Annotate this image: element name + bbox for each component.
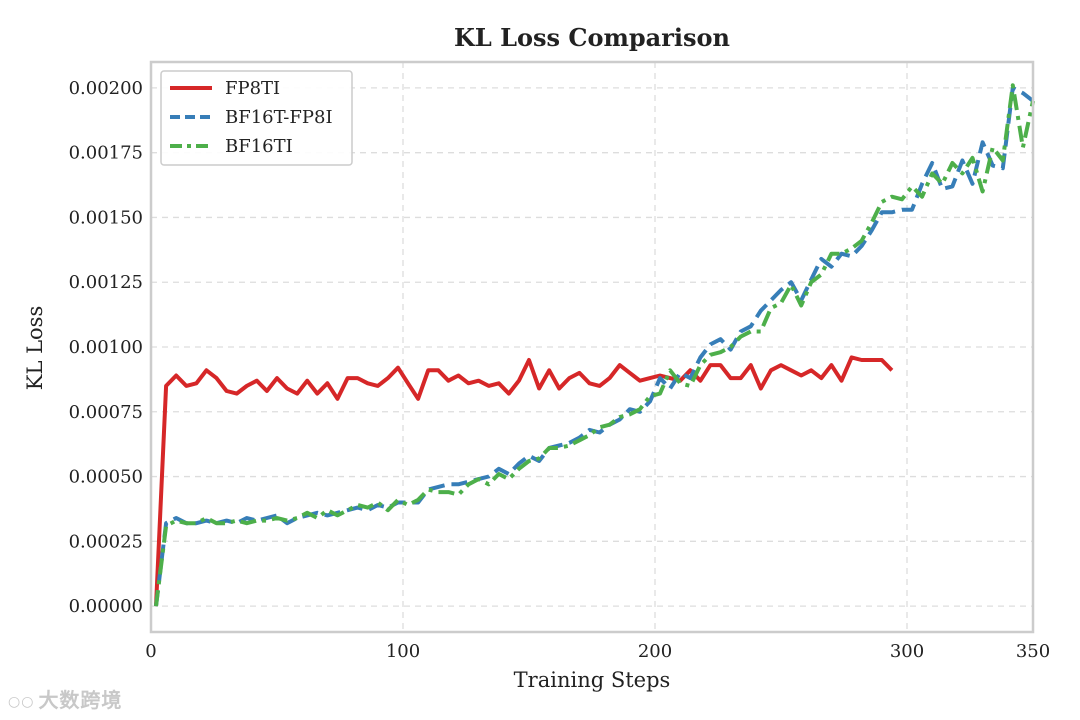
y-tick-label: 0.00000 — [69, 596, 143, 617]
chart-title: KL Loss Comparison — [454, 23, 730, 52]
x-tick-label: 100 — [386, 641, 420, 662]
y-axis-title: KL Loss — [23, 306, 47, 390]
y-tick-label: 0.00100 — [69, 337, 143, 358]
y-tick-label: 0.00175 — [69, 143, 143, 164]
legend-label-bf16t-fp8i: BF16T-FP8I — [225, 107, 333, 128]
wechat-logo-icon: ○○ — [8, 693, 35, 710]
legend-label-bf16ti: BF16TI — [225, 136, 293, 157]
y-tick-label: 0.00075 — [69, 402, 143, 423]
x-axis-title: Training Steps — [514, 668, 671, 692]
legend-label-fp8ti: FP8TI — [225, 78, 280, 99]
x-tick-labels: 0 100 200 300 350 — [145, 641, 1050, 662]
x-tick-label: 0 — [145, 641, 156, 662]
y-tick-label: 0.00200 — [69, 78, 143, 99]
y-tick-label: 0.00025 — [69, 531, 143, 552]
y-tick-labels: 0.00000 0.00025 0.00050 0.00075 0.00100 0.001… — [69, 78, 143, 617]
series-lines — [154, 83, 1035, 607]
legend: FP8TI BF16T-FP8I BF16TI — [160, 70, 353, 166]
x-tick-label: 300 — [890, 641, 924, 662]
y-tick-label: 0.00050 — [69, 467, 143, 488]
y-tick-label: 0.00150 — [69, 207, 143, 228]
series-line-bf16ti — [154, 83, 1035, 607]
y-tick-label: 0.00125 — [69, 272, 143, 293]
watermark: ○○ 大数跨境 — [8, 684, 122, 713]
plot-frame — [149, 60, 1035, 634]
legend-box — [160, 70, 353, 166]
series-line-fp8ti — [154, 355, 894, 607]
x-tick-label: 200 — [638, 641, 672, 662]
x-tick-label: 350 — [1016, 641, 1050, 662]
watermark-text: 大数跨境 — [38, 688, 123, 712]
